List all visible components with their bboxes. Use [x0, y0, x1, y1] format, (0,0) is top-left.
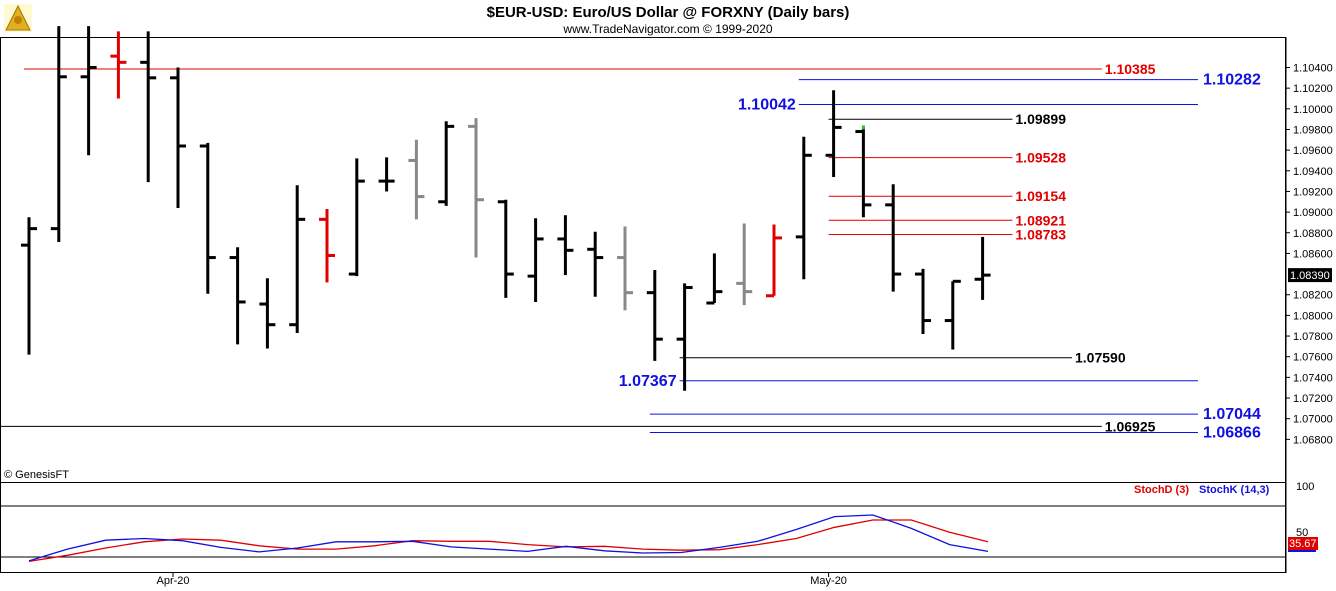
level-label-1.07044: 1.07044	[1203, 406, 1261, 423]
ohlc-bar	[170, 67, 186, 208]
ohlc-bar	[825, 90, 842, 177]
ohlc-bar	[646, 269, 663, 361]
price-tick-label: 1.07600	[1293, 352, 1333, 364]
level-label-1.09154: 1.09154	[1015, 188, 1066, 204]
stoch-tick-label: 50	[1296, 527, 1308, 539]
date-label: Apr-20	[156, 575, 189, 587]
copyright-label: © GenesisFT	[4, 469, 69, 481]
ohlc-bar	[80, 26, 97, 156]
level-label-1.07590: 1.07590	[1075, 350, 1126, 366]
stoch-d-legend: StochD (3)	[1134, 484, 1189, 496]
ohlc-bar	[557, 215, 574, 276]
stoch-tick-label: 100	[1296, 481, 1314, 493]
price-tick-label: 1.09800	[1293, 124, 1333, 136]
stoch-value-box	[1288, 537, 1318, 550]
logo-icon	[4, 4, 32, 32]
last-price-box	[1288, 268, 1332, 283]
ohlc-bar	[50, 26, 67, 243]
ohlc-bar	[617, 226, 633, 311]
ohlc-bar	[974, 236, 991, 300]
price-tick-label: 1.08600	[1293, 248, 1333, 260]
price-tick-label: 1.09400	[1293, 166, 1333, 178]
level-label-1.08921: 1.08921	[1015, 212, 1066, 228]
chart-title: $EUR-USD: Euro/US Dollar @ FORXNY (Daily…	[487, 4, 850, 21]
stoch-value-label: 35.67	[1289, 538, 1317, 550]
ohlc-bar	[140, 31, 157, 183]
ohlc-bar	[468, 118, 484, 258]
ohlc-bar	[587, 231, 604, 297]
ohlc-bar	[259, 278, 276, 349]
price-axis: 1.10400 1.10200 1.10000 1.09800 1.09600 1.094…	[1286, 62, 1333, 446]
ohlc-bar	[348, 158, 365, 277]
level-label-1.08783: 1.08783	[1015, 227, 1066, 243]
ohlc-bar	[855, 127, 872, 218]
signal-marker	[861, 125, 865, 130]
level-label-1.10042: 1.10042	[738, 96, 796, 113]
ohlc-bars	[21, 26, 991, 391]
ohlc-bar	[766, 224, 782, 298]
price-tick-label: 1.10200	[1293, 83, 1333, 95]
price-tick-label: 1.09000	[1293, 207, 1333, 219]
price-tick-label: 1.09200	[1293, 186, 1333, 198]
ohlc-bar	[915, 268, 931, 334]
ohlc-bar	[795, 136, 812, 280]
ohlc-bar	[706, 253, 723, 305]
ohlc-bar	[199, 142, 216, 294]
level-label-1.10385: 1.10385	[1105, 61, 1156, 77]
price-tick-label: 1.08000	[1293, 310, 1333, 322]
ohlc-bar	[110, 31, 127, 99]
ohlc-bar	[497, 199, 514, 298]
last-price-label: 1.08390	[1290, 270, 1330, 282]
date-label: May-20	[810, 575, 847, 587]
ohlc-bar	[736, 223, 753, 306]
level-label-1.09899: 1.09899	[1015, 111, 1066, 127]
price-tick-label: 1.10400	[1293, 62, 1333, 74]
stoch-panel-frame	[0, 482, 1286, 573]
price-tick-label: 1.06800	[1293, 434, 1333, 446]
ohlc-bar	[408, 139, 425, 220]
level-label-1.07367: 1.07367	[619, 373, 677, 390]
price-tick-label: 1.08200	[1293, 290, 1333, 302]
stoch-line-d	[28, 519, 989, 563]
price-tick-label: 1.10000	[1293, 104, 1333, 116]
ohlc-bar	[527, 218, 544, 302]
ohlc-bar	[21, 217, 37, 355]
ohlc-bar	[289, 185, 306, 333]
stoch-line-k	[28, 514, 989, 562]
level-label-1.10282: 1.10282	[1203, 72, 1261, 89]
price-tick-label: 1.07000	[1293, 414, 1333, 426]
chart-subtitle: www.TradeNavigator.com © 1999-2020	[562, 22, 772, 36]
level-label-1.06866: 1.06866	[1203, 425, 1261, 442]
ohlc-bar	[229, 247, 246, 345]
price-tick-label: 1.07200	[1293, 393, 1333, 405]
price-tick-label: 1.07400	[1293, 372, 1333, 384]
ohlc-bar	[319, 209, 335, 283]
level-label-1.06925: 1.06925	[1105, 418, 1156, 434]
ohlc-bar	[944, 279, 961, 350]
price-tick-label: 1.09600	[1293, 145, 1333, 157]
level-lines: 1.10385 1.10282 1.10042 1.09899 1.09528 1.091…	[1, 61, 1261, 442]
level-label-1.09528: 1.09528	[1015, 150, 1066, 166]
date-axis: Apr-20 May-20	[156, 573, 847, 587]
ohlc-bar	[378, 157, 395, 192]
stoch-k-legend: StochK (14,3)	[1199, 484, 1270, 496]
price-tick-label: 1.08800	[1293, 228, 1333, 240]
price-tick-label: 1.07800	[1293, 331, 1333, 343]
ohlc-bar	[885, 184, 902, 292]
ohlc-bar	[676, 283, 693, 391]
ohlc-bar	[438, 121, 455, 206]
